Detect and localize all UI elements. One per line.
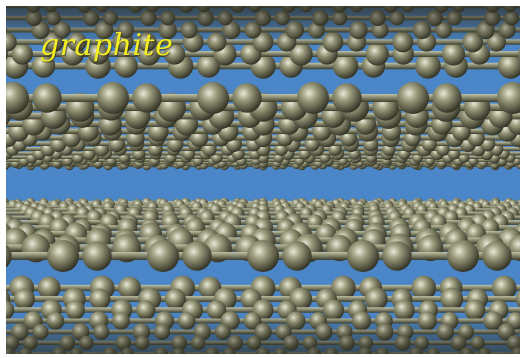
lower-sheet-bond-row [6, 296, 520, 302]
lower-sheet-atom [515, 290, 520, 308]
lower-sheet-atom [347, 240, 379, 272]
lower-graphene-sheet [6, 197, 520, 354]
upper-sheet-atom [432, 83, 462, 113]
lower-sheet-atom [6, 244, 12, 268]
upper-sheet-atom [196, 54, 221, 78]
lower-sheet-atom [47, 240, 79, 272]
upper-sheet-atom [32, 83, 62, 113]
image-title: graphite [40, 28, 174, 63]
lower-sheet-atom [89, 288, 111, 310]
lower-sheet-atom [382, 241, 412, 271]
upper-sheet-bond-row [6, 94, 520, 102]
lower-sheet-atom [440, 287, 464, 311]
lower-sheet-atom [411, 275, 437, 301]
lower-sheet-atom [364, 287, 388, 311]
lower-sheet-atom [147, 240, 179, 272]
upper-sheet-atom [87, 43, 110, 65]
upper-sheet-atom [289, 42, 313, 66]
upper-sheet-atom [97, 82, 129, 114]
lower-sheet-atom [247, 240, 279, 272]
upper-sheet-atom [497, 53, 520, 79]
lower-shadow [6, 314, 520, 354]
upper-sheet-atom [31, 54, 56, 78]
upper-sheet-atom [415, 53, 441, 79]
upper-sheet-atom [518, 47, 520, 61]
upper-sheet-atom [297, 82, 329, 114]
upper-sheet-atom [441, 42, 466, 66]
upper-sheet-atom [11, 43, 33, 65]
lower-sheet-atom [482, 241, 512, 271]
lower-sheet-atom [37, 276, 61, 300]
upper-sheet-atom [6, 82, 29, 114]
lower-sheet-atom [82, 241, 112, 271]
upper-sheet-atom [397, 82, 429, 114]
lower-sheet-atom [164, 288, 186, 310]
lower-sheet-atom [13, 288, 35, 310]
upper-sheet-atom [232, 83, 262, 113]
upper-sheet-atom [197, 82, 229, 114]
upper-sheet-atom [365, 42, 389, 66]
graphite-render [6, 6, 520, 354]
upper-sheet-bond-row [6, 51, 520, 57]
lower-sheet-atom [447, 240, 479, 272]
lower-sheet-atom [182, 241, 212, 271]
graphite-scene: graphite [6, 6, 520, 354]
upper-sheet-atom [114, 54, 138, 78]
upper-sheet-atom [332, 53, 359, 79]
upper-graphene-sheet [6, 6, 520, 171]
lower-sheet-atom [331, 275, 356, 301]
upper-shadow [6, 6, 520, 46]
lower-sheet-atom [491, 275, 517, 301]
lower-sheet-atom [282, 241, 312, 271]
upper-sheet-atom [332, 83, 362, 113]
lower-sheet-atom [118, 276, 141, 300]
upper-sheet-atom [132, 83, 162, 113]
upper-sheet-atom [497, 82, 520, 114]
upper-sheet-atom [163, 43, 186, 65]
